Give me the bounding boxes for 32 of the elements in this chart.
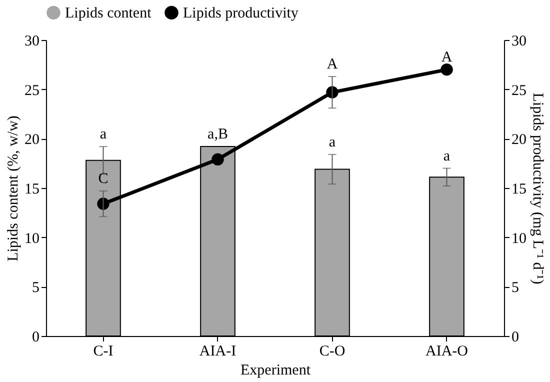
annotation: a,B	[208, 126, 228, 143]
x-tick-label: C-I	[93, 344, 114, 360]
y-tick-label: 30	[24, 34, 40, 50]
y2-tick-label: 30	[512, 34, 526, 50]
x-tick-label: C-O	[319, 344, 346, 360]
y-tick-label: 25	[24, 82, 40, 99]
annotation: C	[98, 170, 108, 187]
y-tick-label: 15	[24, 182, 40, 198]
y-tick-label: 10	[24, 230, 40, 247]
y2-tick-label: 0	[512, 330, 519, 346]
annotation: a	[443, 148, 450, 164]
annotation: a	[100, 126, 107, 143]
annotation: A	[441, 50, 452, 66]
legend-label: Lipids content	[65, 6, 152, 22]
legend-label: Lipids productivity	[183, 6, 299, 22]
y2-tick-label: 10	[512, 230, 526, 247]
y2-tick-label: 15	[512, 182, 526, 198]
annotation: A	[326, 56, 338, 73]
point	[440, 63, 453, 76]
y-tick-label: 0	[32, 330, 40, 346]
y2-tick-label: 5	[512, 280, 519, 296]
y2-axis-title: Lipids productivity (mg L⁻¹ d⁻¹)	[530, 92, 546, 284]
annotation: a	[328, 134, 336, 150]
y-tick-label: 5	[32, 280, 40, 296]
x-tick-label: AIA-I	[199, 344, 236, 360]
y-tick-label: 20	[24, 132, 40, 148]
y-axis-title: Lipids content (%, w/w)	[6, 116, 22, 262]
point	[212, 153, 224, 166]
y2-tick-label: 20	[512, 132, 526, 148]
y2-tick-label: 25	[512, 82, 526, 99]
x-axis-title: Experiment	[240, 362, 312, 378]
x-tick-label: AIA-O	[426, 344, 468, 360]
